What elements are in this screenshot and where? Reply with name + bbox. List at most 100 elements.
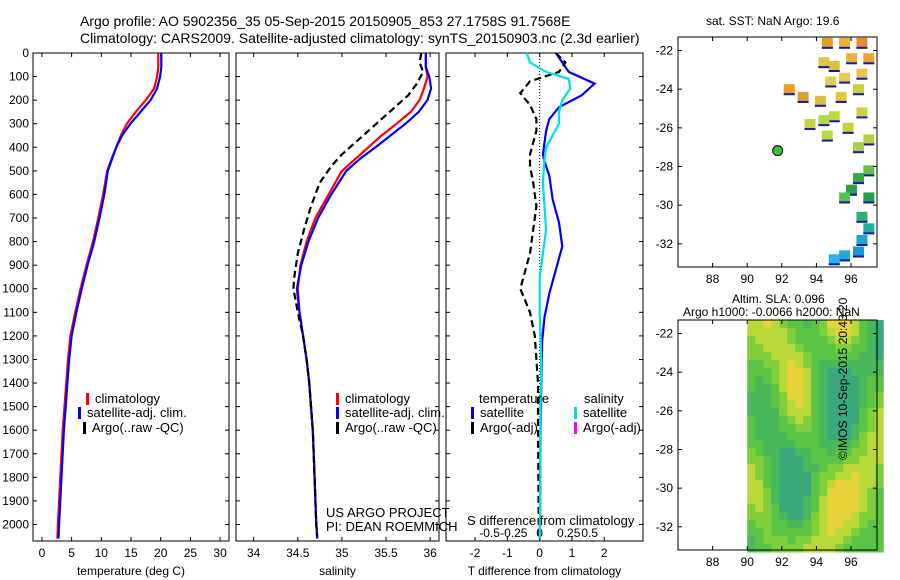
sla-cell xyxy=(771,528,780,537)
sla-cell xyxy=(843,400,852,409)
sla-cell xyxy=(843,432,852,441)
sla-cell xyxy=(755,376,764,385)
sla-cell xyxy=(843,320,852,329)
sla-cell xyxy=(859,368,868,377)
sla-cell xyxy=(819,392,828,401)
sla-cell xyxy=(779,320,788,329)
sla-cell xyxy=(827,432,836,441)
sla-cell xyxy=(771,320,780,329)
sla-cell xyxy=(843,360,852,369)
sla-cell xyxy=(779,384,788,393)
p3-top-xlabel: S difference from climatology xyxy=(467,513,635,528)
sla-cell xyxy=(875,472,884,481)
sla-cell xyxy=(827,544,836,553)
p2-legend-climatology: climatology xyxy=(336,392,410,406)
sla-cell xyxy=(763,440,772,449)
sla-cell xyxy=(843,536,852,545)
sla-cell xyxy=(843,336,852,345)
sla-cell xyxy=(811,448,820,457)
sla-cell xyxy=(827,488,836,497)
sla-cell xyxy=(755,456,764,465)
x-tick-label: -1 xyxy=(502,546,513,560)
sla-cell xyxy=(827,384,836,393)
series-line-0 xyxy=(56,53,160,539)
sla-cell xyxy=(819,320,828,329)
imos-timestamp: ©IMOS 10-Sep-2015 20:43:20 xyxy=(836,297,850,460)
sla-cell xyxy=(851,544,860,553)
sla-cell xyxy=(779,456,788,465)
sla-cell xyxy=(851,336,860,345)
sla-cell xyxy=(803,480,812,489)
sla-cell xyxy=(811,424,820,433)
sst-cell-edge xyxy=(852,151,864,154)
map-frame xyxy=(677,319,878,551)
sla-cell xyxy=(763,384,772,393)
sla-cell xyxy=(843,408,852,417)
sla-cell xyxy=(835,424,844,433)
sla-cell xyxy=(747,368,756,377)
p3-legend-s-argo: Argo(-adj) xyxy=(574,421,641,435)
sla-cell xyxy=(771,392,780,401)
sla-cell xyxy=(787,328,796,337)
sla-cell xyxy=(771,400,780,409)
sla-cell xyxy=(875,376,884,385)
x-tick-label: 36 xyxy=(423,546,437,560)
sla-cell xyxy=(875,528,884,537)
sla-cell xyxy=(843,344,852,353)
sla-cell xyxy=(811,328,820,337)
sla-cell xyxy=(835,392,844,401)
sla-cell xyxy=(803,472,812,481)
sla-cell xyxy=(835,440,844,449)
sla-cell xyxy=(867,408,876,417)
map-y-tick-label: -26 xyxy=(656,404,674,418)
sla-map-title-1: Altim. SLA: 0.096 xyxy=(732,292,825,306)
sla-cell xyxy=(811,416,820,425)
sla-cell xyxy=(819,456,828,465)
sla-cell xyxy=(875,408,884,417)
sla-cell xyxy=(811,320,820,329)
sla-cell xyxy=(835,528,844,537)
sla-cell xyxy=(779,352,788,361)
sst-cell xyxy=(818,57,830,69)
sla-cell xyxy=(819,376,828,385)
sst-cell xyxy=(804,118,816,130)
argo-position-marker xyxy=(772,145,784,157)
x-tick-label: 15 xyxy=(124,546,138,560)
sla-cell xyxy=(811,408,820,417)
sla-cell xyxy=(827,336,836,345)
sla-cell xyxy=(795,520,804,529)
map-y-tick-label: -26 xyxy=(656,121,674,135)
sla-cell xyxy=(795,360,804,369)
sla-cell xyxy=(787,472,796,481)
sst-map-title: sat. SST: NaN Argo: 19.6 xyxy=(706,14,840,28)
sla-cell xyxy=(819,488,828,497)
sla-cell xyxy=(851,392,860,401)
sla-cell xyxy=(787,352,796,361)
sla-cell xyxy=(763,544,772,553)
salinity-panel: 34 34.5 35 35.5 36 salinity xyxy=(235,52,440,578)
sla-cell xyxy=(835,472,844,481)
y-tick-label: 1500 xyxy=(2,400,29,414)
sla-cell xyxy=(763,376,772,385)
sla-cell xyxy=(851,464,860,473)
sla-cell xyxy=(763,344,772,353)
sla-cell xyxy=(827,320,836,329)
sla-cell xyxy=(763,360,772,369)
sla-cell xyxy=(835,344,844,353)
sla-cell xyxy=(755,368,764,377)
sla-cell xyxy=(851,504,860,513)
sla-cell xyxy=(803,344,812,353)
sla-cell xyxy=(803,504,812,513)
y-tick-label: 1400 xyxy=(2,376,29,390)
sla-cell xyxy=(803,352,812,361)
sla-cell xyxy=(755,504,764,513)
sla-cell xyxy=(843,368,852,377)
sla-cell xyxy=(803,488,812,497)
sla-cell xyxy=(835,512,844,521)
sla-cell xyxy=(867,504,876,513)
y-tick-label: 1800 xyxy=(2,470,29,484)
sla-cell xyxy=(811,464,820,473)
sla-cell xyxy=(859,320,868,329)
sla-cell xyxy=(859,512,868,521)
sla-cell xyxy=(747,440,756,449)
